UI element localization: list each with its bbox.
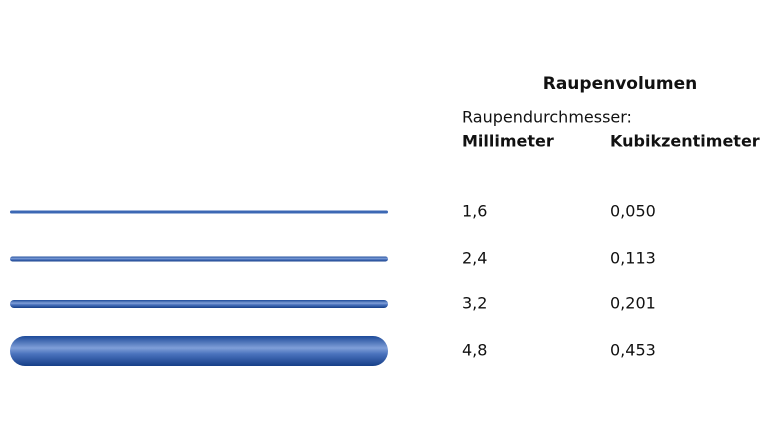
table-cell: 2,4 bbox=[462, 249, 487, 268]
caption: Raupendurchmesser: bbox=[462, 108, 632, 127]
table-cell: 3,2 bbox=[462, 294, 487, 313]
bead bbox=[10, 256, 388, 262]
table-cell: 0,113 bbox=[610, 249, 656, 268]
column-header: Kubikzentimeter bbox=[610, 132, 760, 151]
bead bbox=[10, 300, 388, 308]
table-cell: 0,453 bbox=[610, 341, 656, 360]
title: Raupenvolumen bbox=[543, 74, 698, 94]
table-cell: 0,201 bbox=[610, 294, 656, 313]
table-cell: 1,6 bbox=[462, 202, 487, 221]
table-cell: 0,050 bbox=[610, 202, 656, 221]
table-body: 1,6 0,050 2,4 0,113 3,2 0,201 4,8 0,453 bbox=[462, 202, 656, 360]
column-header: Millimeter bbox=[462, 132, 554, 151]
bead bbox=[10, 210, 388, 214]
table-cell: 4,8 bbox=[462, 341, 487, 360]
bead bbox=[10, 336, 388, 366]
